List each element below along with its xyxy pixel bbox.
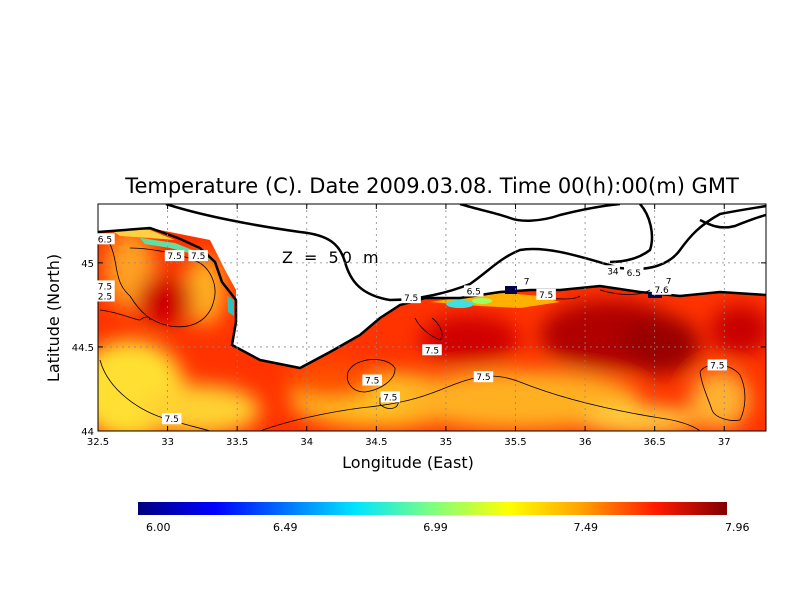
x-tick-label: 32.5 [87,437,109,448]
x-axis: 32.5 33 33.5 34 34.5 35 35.5 36 36.5 37 [87,204,731,448]
contour-label: 7.5 [539,291,553,301]
plot-frame [97,203,767,432]
contour-label-bg [422,344,442,356]
contour-label: 34 [607,267,619,277]
colorbar-tick-label: 6.99 [423,521,448,534]
x-tick-label: 35.5 [504,437,526,448]
colorbar-tick-label: 7.49 [574,521,599,534]
colorbar-ticks: 6.00 6.49 6.99 7.49 7.96 [146,521,750,534]
y-tick-label: 44.5 [72,343,94,354]
contour-label-bg [380,391,400,403]
contour-label-bg [624,266,644,278]
contour-label: 7.5 [167,252,181,262]
contour-label-bg [401,292,421,304]
contour-label-bg [664,275,673,287]
colorbar-tick-label: 6.49 [273,521,298,534]
contour-label-bg [473,371,494,383]
contour-label-bg [95,290,115,302]
x-tick-label: 34.5 [365,437,387,448]
contour-label: 7.5 [98,282,112,292]
x-tick-label: 36 [579,437,592,448]
contour-label: 2.5 [98,292,112,302]
y-tick-label: 45 [81,259,94,270]
contour-label: 7 [666,277,672,287]
coastal-cold-cell [505,286,517,294]
x-tick-label: 33 [161,437,174,448]
chart-title: Temperature (C). Date 2009.03.08. Time 0… [124,174,739,198]
contour-label: 7 [524,277,530,287]
contour-label: 6.5 [627,269,641,279]
contour-label-bg [95,280,115,292]
contour-label: 6.5 [98,235,112,245]
contour-label-bg [162,413,182,425]
contour-label-bg [651,283,672,295]
x-tick-label: 34 [300,437,313,448]
contour-label-bg [362,374,382,386]
contour-label: 7.5 [383,393,397,403]
contour-label: 7.5 [710,361,724,371]
y-tick-label: 44 [81,427,94,438]
contour-label-bg [95,233,115,245]
x-tick-label: 37 [718,437,731,448]
grid-lines [98,204,766,431]
y-axis-label: Latitude (North) [44,254,63,382]
x-tick-label: 36.5 [644,437,666,448]
contour-label-bg [536,288,556,300]
depth-annotation: Z = 50 m [282,248,382,267]
colorbar [138,502,727,515]
x-axis-label: Longitude (East) [342,453,474,472]
contour-label-bg [707,359,728,371]
x-tick-label: 35 [440,437,453,448]
contour-label: 7.5 [404,294,418,304]
x-tick-label: 33.5 [226,437,248,448]
contour-label-bg [464,285,484,297]
y-axis: 44 44.5 45 [72,259,766,438]
contour-label: 7.5 [191,252,205,262]
contour-label-bg [605,265,620,277]
colorbar-tick-label: 7.96 [725,521,750,534]
contour-label-bg [188,250,208,262]
contour-labels: 7.5 7.57.52.57.57.57.57.57.57.56.577.534 6… [95,233,728,425]
contour-label: 7.5 [425,346,439,356]
contour-label-bg [164,250,185,262]
contour-label-bg [522,275,531,287]
contour-label: 7.5 [476,373,490,383]
contour-label: 7.6 [654,286,669,296]
contour-label: 7.5 [165,415,179,425]
contour-label: 7.5 [365,377,379,387]
colorbar-tick-label: 6.00 [146,521,171,534]
contour-label: 6.5 [467,287,481,297]
